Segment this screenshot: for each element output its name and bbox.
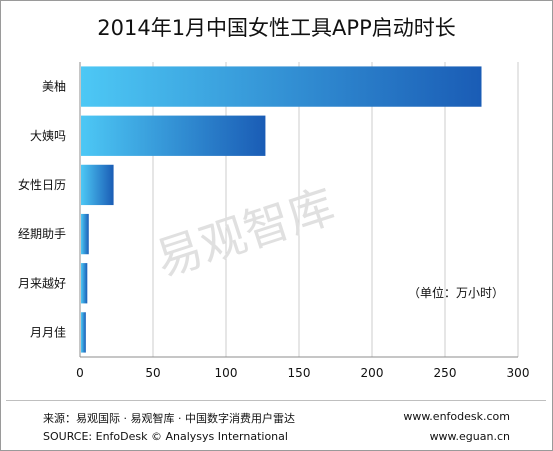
bar <box>81 164 114 206</box>
footer-divider <box>6 400 546 401</box>
category-label: 大姨吗 <box>30 129 66 143</box>
watermark: 易观智库 <box>149 179 341 287</box>
category-label: 月来越好 <box>18 276 66 290</box>
x-tick-label: 50 <box>145 366 160 380</box>
x-tick-label: 0 <box>76 366 84 380</box>
bar <box>81 213 89 255</box>
category-label: 美柚 <box>42 79 66 94</box>
x-tick-label: 250 <box>434 366 457 380</box>
bars <box>81 66 482 353</box>
x-tick-label: 200 <box>361 366 384 380</box>
bar <box>81 115 266 156</box>
x-tick-label: 150 <box>288 366 311 380</box>
website-eguan: www.eguan.cn <box>429 430 510 443</box>
unit-note: （单位：万小时） <box>408 285 504 300</box>
source-english: SOURCE: EnfoDesk © Analysys Internationa… <box>43 430 288 443</box>
bar <box>81 263 88 304</box>
x-tick-label: 100 <box>215 366 238 380</box>
x-tick-labels: 0 50 100 150 200 250 300 <box>76 366 529 380</box>
chart-title: 2014年1月中国女性工具APP启动时长 <box>97 16 456 40</box>
source-chinese: 来源：易观国际 · 易观智库 · 中国数字消费用户雷达 <box>43 412 295 425</box>
bar <box>81 66 482 107</box>
website-enfodesk: www.enfodesk.com <box>403 410 510 423</box>
bar <box>81 312 86 353</box>
axes <box>79 62 518 358</box>
category-label: 月月佳 <box>30 325 66 339</box>
category-label: 女性日历 <box>18 177 66 192</box>
x-tick-label: 300 <box>507 366 530 380</box>
category-label: 经期助手 <box>18 227 66 241</box>
grid-lines <box>152 62 519 357</box>
